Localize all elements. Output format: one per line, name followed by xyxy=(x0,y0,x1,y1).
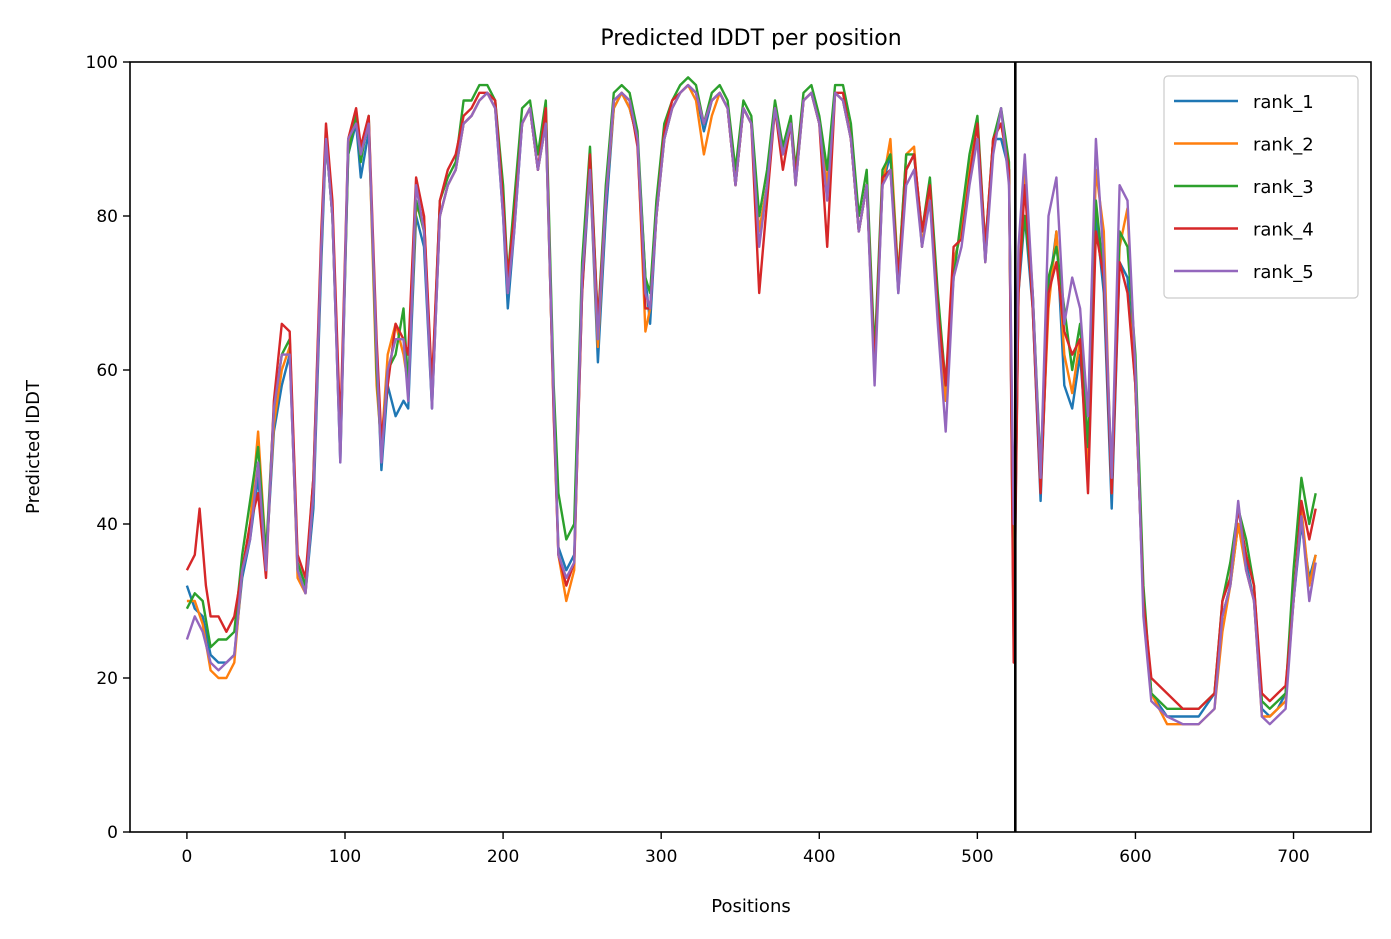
x-tick-label: 300 xyxy=(645,847,677,867)
plot-lines xyxy=(185,62,1317,832)
legend-label-rank_4: rank_4 xyxy=(1253,220,1314,241)
x-tick-label: 400 xyxy=(803,847,835,867)
x-tick-label: 200 xyxy=(487,847,519,867)
y-axis-ticks: 0 20 40 60 80 100 xyxy=(86,53,130,843)
y-axis-label: Predicted lDDT xyxy=(23,379,44,514)
y-tick-label: 80 xyxy=(96,207,118,227)
series-line-rank_5 xyxy=(185,83,1317,726)
y-tick-label: 20 xyxy=(96,669,118,689)
legend-label-rank_3: rank_3 xyxy=(1253,177,1314,198)
x-tick-label: 0 xyxy=(181,847,192,867)
legend-label-rank_2: rank_2 xyxy=(1253,135,1314,156)
chart-title: Predicted lDDT per position xyxy=(600,26,901,51)
legend: rank_1 rank_2 rank_3 rank_4 rank_5 xyxy=(1163,75,1359,299)
series-line-rank_3 xyxy=(185,76,1317,710)
x-axis-label: Positions xyxy=(711,896,790,917)
x-tick-label: 500 xyxy=(961,847,993,867)
y-tick-label: 0 xyxy=(107,823,118,843)
y-tick-label: 60 xyxy=(96,361,118,381)
x-tick-label: 600 xyxy=(1119,847,1151,867)
x-axis-ticks: 0 100 200 300 400 500 600 700 xyxy=(181,832,1310,867)
x-tick-label: 100 xyxy=(329,847,361,867)
y-tick-label: 40 xyxy=(96,515,118,535)
legend-label-rank_1: rank_1 xyxy=(1253,92,1314,113)
x-tick-label: 700 xyxy=(1277,847,1309,867)
y-tick-label: 100 xyxy=(86,53,118,73)
legend-label-rank_5: rank_5 xyxy=(1253,262,1314,283)
plot-frame xyxy=(129,61,1372,833)
legend-box xyxy=(1163,75,1359,299)
